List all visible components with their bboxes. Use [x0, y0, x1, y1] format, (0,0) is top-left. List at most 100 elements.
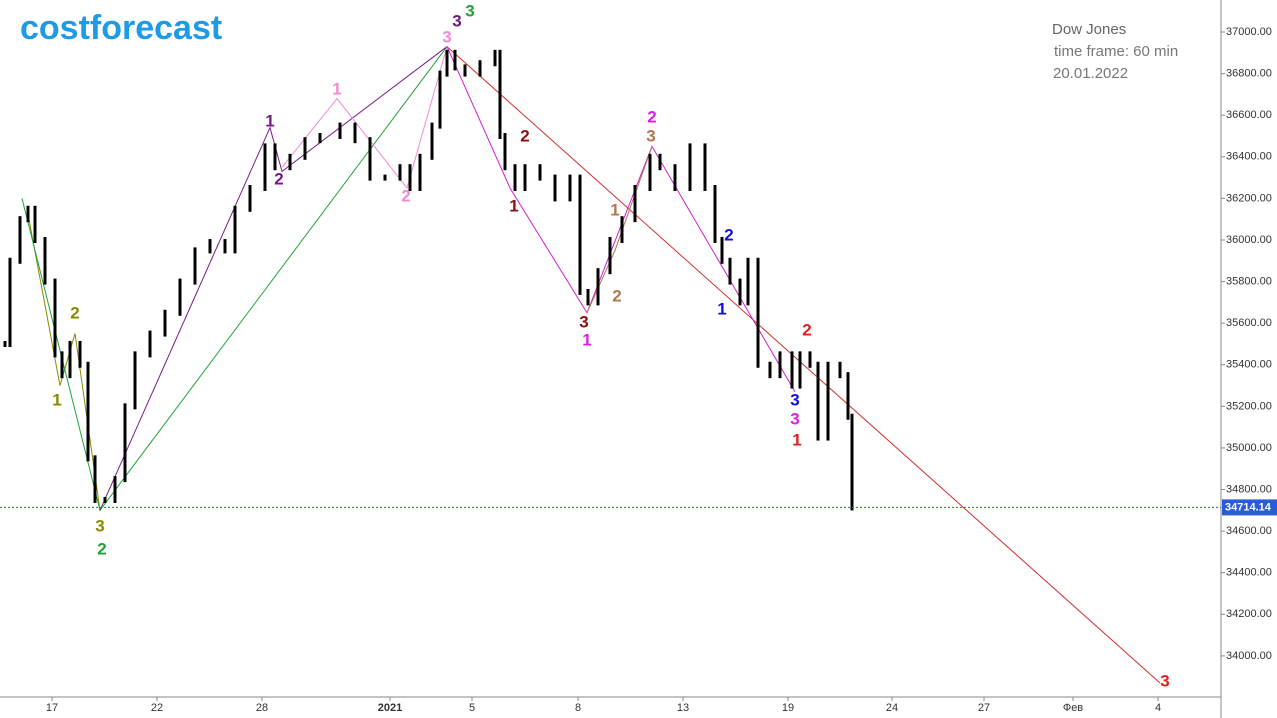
- timeframe: time frame: 60 min: [1054, 43, 1178, 60]
- y-tick-label: 36800.00: [1226, 68, 1272, 80]
- candle: [478, 60, 482, 77]
- candle: [553, 174, 557, 202]
- candle: [408, 164, 412, 191]
- candle: [850, 413, 854, 511]
- candle: [368, 137, 372, 181]
- y-tick-label: 35000.00: [1226, 442, 1272, 454]
- wave-label: 1: [717, 300, 726, 319]
- candle: [768, 361, 772, 379]
- y-tick-label: 35600.00: [1226, 317, 1272, 329]
- candle: [728, 257, 732, 285]
- wave-label: 1: [265, 112, 274, 131]
- y-tick-label: 36200.00: [1226, 192, 1272, 204]
- candle: [620, 216, 624, 243]
- candle: [163, 309, 167, 337]
- wave-label: 1: [582, 331, 591, 350]
- wave-label: 1: [610, 201, 619, 220]
- candle: [8, 257, 12, 347]
- y-tick-label: 35800.00: [1226, 275, 1272, 287]
- candle: [430, 122, 434, 160]
- candle: [86, 361, 90, 462]
- candle: [463, 64, 467, 77]
- wave-label: 2: [401, 186, 410, 205]
- candle: [60, 351, 64, 379]
- candle: [738, 278, 742, 306]
- wave-label: 1: [52, 390, 61, 409]
- candle: [778, 351, 782, 379]
- candle: [538, 164, 542, 181]
- wave-label: 3: [790, 390, 799, 409]
- candle: [568, 174, 572, 202]
- candle: [798, 351, 802, 389]
- logo: costforecast: [20, 9, 222, 47]
- candle: [513, 164, 517, 191]
- wave-label: 2: [724, 226, 733, 245]
- candle: [790, 351, 794, 389]
- y-tick-label: 37000.00: [1226, 26, 1272, 38]
- candle: [103, 496, 107, 503]
- x-tick-label: 24: [886, 702, 898, 714]
- x-tick-label: 8: [575, 702, 581, 714]
- candle: [578, 174, 582, 295]
- x-tick-label: 27: [978, 702, 990, 714]
- wave-label: 2: [647, 107, 656, 126]
- candle: [123, 403, 127, 483]
- y-tick-label: 35200.00: [1226, 400, 1272, 412]
- wave-label: 2: [612, 286, 621, 305]
- y-tick-label: 34000.00: [1226, 650, 1272, 662]
- x-tick-label: 17: [46, 702, 58, 714]
- candle: [523, 164, 527, 191]
- candle: [178, 278, 182, 316]
- candle: [193, 247, 197, 285]
- x-tick-label: 28: [256, 702, 268, 714]
- last-price-box: [1222, 499, 1277, 516]
- candle: [648, 153, 652, 191]
- wave-label: 3: [790, 409, 799, 428]
- wave-line: [446, 46, 1161, 684]
- candle: [826, 361, 830, 441]
- candle: [273, 143, 277, 171]
- candle: [133, 351, 137, 410]
- candle: [263, 143, 267, 191]
- y-tick-label: 34400.00: [1226, 567, 1272, 579]
- x-tick-label: 19: [782, 702, 794, 714]
- x-tick-label: 5: [469, 702, 475, 714]
- instrument: Dow Jones: [1052, 21, 1126, 38]
- candle: [338, 122, 342, 140]
- y-tick-label: 34600.00: [1226, 525, 1272, 537]
- wave-label: 3: [442, 28, 451, 47]
- candle: [438, 70, 442, 129]
- candle: [18, 216, 22, 264]
- candle: [808, 351, 812, 368]
- candle: [248, 184, 252, 212]
- y-tick-label: 36600.00: [1226, 109, 1272, 121]
- candle: [303, 137, 307, 160]
- wave-label: 1: [332, 80, 341, 99]
- candle: [43, 236, 47, 285]
- candle: [223, 239, 227, 254]
- candle: [288, 153, 292, 171]
- candle: [26, 205, 30, 223]
- candle: [688, 143, 692, 191]
- candle: [746, 257, 750, 306]
- wave-label: 2: [97, 539, 106, 558]
- wave-line: [281, 46, 448, 190]
- wave-label: 1: [792, 430, 801, 449]
- candle: [78, 340, 82, 368]
- candle: [453, 49, 457, 71]
- wave-label: 3: [465, 2, 474, 21]
- wave-label: 3: [95, 516, 104, 535]
- candle: [398, 164, 402, 181]
- candle: [93, 455, 97, 503]
- wave-label: 1: [509, 196, 518, 215]
- candle: [816, 361, 820, 441]
- x-tick-label: Фев: [1063, 702, 1083, 714]
- candle: [703, 143, 707, 191]
- candle: [493, 49, 497, 67]
- candle: [658, 153, 662, 171]
- candle: [756, 257, 760, 368]
- y-tick-label: 35400.00: [1226, 359, 1272, 371]
